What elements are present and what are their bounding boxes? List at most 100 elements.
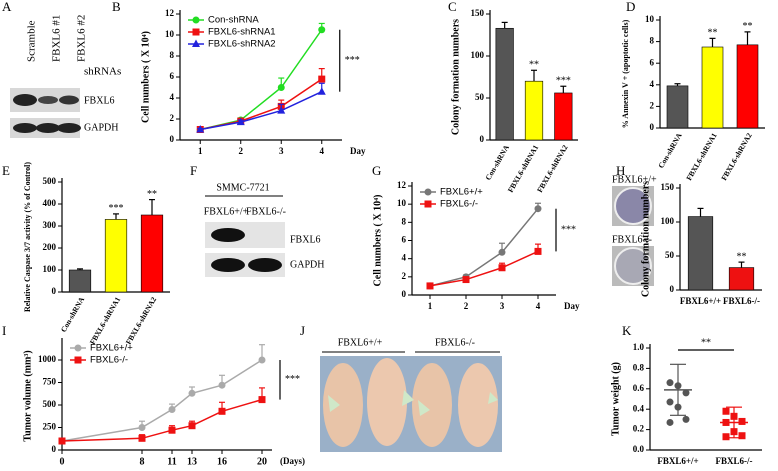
image-label: FBXL6+/+ (612, 174, 657, 185)
panel-letter: E (2, 163, 10, 178)
y-tick-label: 10 (397, 198, 407, 208)
y-tick-label: 0.0 (633, 444, 645, 454)
mouse (458, 363, 498, 447)
x-axis-label: Day (350, 146, 366, 156)
marker (666, 398, 674, 406)
tumor-marker (328, 395, 340, 412)
band (38, 96, 58, 104)
legend-label: FBXL6+/+ (440, 187, 483, 198)
x-tick-label: Con-shRNA (483, 143, 511, 182)
series-line (61, 398, 263, 442)
marker (318, 26, 326, 34)
marker (218, 407, 226, 415)
significance: *** (556, 76, 571, 87)
panel-letter: F (190, 163, 197, 178)
y-tick-label: 200 (43, 242, 57, 252)
x-tick-label: FBXL6+/+ (680, 296, 721, 306)
marker (738, 432, 746, 440)
band (13, 123, 37, 133)
y-axis-label: Colony formation numbers (640, 181, 651, 297)
y-tick-label: 12 (397, 180, 407, 190)
significance: ** (737, 251, 747, 262)
x-tick-label: FBXL6-shRNA2 (124, 295, 159, 346)
series-line (61, 359, 263, 442)
band-label: FBXL6 (84, 95, 115, 106)
x-tick-label: FBXL6-shRNA1 (684, 131, 719, 182)
marker (258, 396, 266, 404)
y-axis-label: Colony formation numbers (450, 19, 461, 135)
marker (722, 407, 730, 415)
x-tick-label: Con-shRNA (656, 131, 684, 170)
y-tick-label: 6 (402, 235, 407, 245)
y-axis-label: Cell numbers ( X 10⁴) (372, 195, 383, 287)
x-tick-label: FBXL6+/+ (657, 456, 698, 466)
bar (140, 214, 164, 293)
marker (498, 248, 506, 256)
y-tick-label: 50 (665, 250, 675, 260)
marker (192, 39, 200, 47)
y-tick-label: 0 (670, 284, 675, 294)
significance: *** (561, 224, 576, 235)
y-tick-label: 150 (471, 8, 485, 18)
panel-letter: B (112, 0, 121, 14)
y-tick-label: 0.6 (633, 383, 645, 393)
lane-label: FBXL6+/+ (204, 206, 249, 217)
y-tick-label: 500 (43, 176, 57, 186)
legend-label: FBXL6-shRNA1 (208, 27, 276, 38)
panel-letter: A (2, 0, 12, 14)
series-line (429, 250, 539, 287)
significance: ** (743, 21, 753, 32)
significance: ** (708, 28, 718, 39)
marker (498, 264, 506, 272)
bar (495, 27, 514, 141)
marker (218, 381, 226, 389)
y-tick-label: 10 (645, 14, 655, 24)
band-label: GAPDH (84, 122, 118, 133)
significance: ** (701, 337, 711, 348)
significance: *** (345, 55, 360, 66)
x-tick-label: 4 (536, 301, 541, 311)
panel-letter: K (622, 323, 632, 338)
band (36, 123, 60, 133)
y-tick-label: 0 (170, 134, 175, 144)
significance: *** (285, 374, 300, 385)
y-tick-label: 6 (170, 71, 175, 81)
y-tick-label: 50 (475, 92, 485, 102)
band (57, 123, 81, 133)
x-tick-label: FBXL6-shRNA2 (535, 143, 570, 194)
y-tick-label: 250 (43, 422, 57, 432)
y-axis-label: Relative Caspase 3/7 activity (% of Cont… (23, 162, 32, 312)
band (248, 258, 282, 272)
panel-letter: J (300, 323, 305, 338)
marker (74, 344, 82, 352)
y-tick-label: 8 (402, 216, 407, 226)
y-tick-label: 2 (170, 113, 175, 123)
mouse (412, 363, 452, 447)
y-tick-label: 2 (650, 100, 655, 110)
bar (666, 85, 689, 129)
lane-label: FBXL6 #2 (76, 15, 88, 62)
panel-letter: D (626, 0, 635, 14)
band-label: GAPDH (290, 259, 324, 270)
band (59, 95, 79, 105)
y-tick-label: 0 (650, 122, 655, 132)
significance: ** (529, 60, 539, 71)
marker (168, 426, 176, 434)
legend-label: FBXL6+/+ (90, 343, 133, 354)
y-tick-label: 0 (52, 444, 57, 454)
marker (722, 433, 730, 441)
x-tick-label: 2 (239, 146, 244, 156)
tumor-marker (402, 390, 414, 406)
x-tick-label: FBXL6-/- (723, 296, 760, 306)
bar (701, 46, 724, 129)
y-tick-label: 2 (402, 271, 407, 281)
marker (258, 356, 266, 364)
y-tick-label: 0 (52, 286, 57, 296)
y-tick-label: 750 (43, 377, 57, 387)
marker (666, 379, 674, 387)
marker (534, 247, 542, 255)
marker (318, 75, 326, 83)
marker (462, 276, 470, 284)
marker (534, 205, 542, 213)
